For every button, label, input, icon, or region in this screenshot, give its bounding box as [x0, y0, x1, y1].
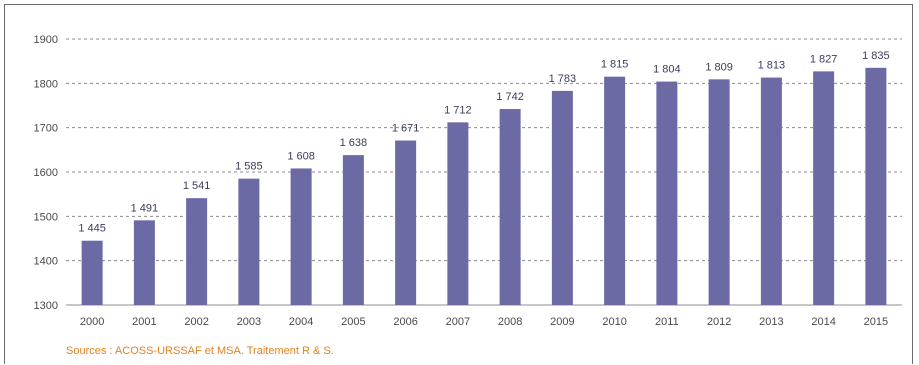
- x-tick-label-2000: 2000: [80, 316, 104, 328]
- data-label-2002: 1 541: [183, 180, 211, 192]
- y-tick-label: 1600: [34, 167, 58, 179]
- data-label-2005: 1 638: [340, 137, 368, 149]
- data-label-2006: 1 671: [392, 123, 420, 135]
- bar-2014: [813, 71, 835, 305]
- bar-2009: [551, 90, 573, 306]
- x-tick-label-2011: 2011: [655, 316, 679, 328]
- data-label-2008: 1 742: [496, 91, 524, 103]
- data-label-2000: 1 445: [78, 223, 106, 235]
- data-labels: 1 445 1 491 1 541 1 585 1 608 1 638 1 671 1 712…: [78, 50, 889, 235]
- y-tick-label: 1800: [34, 78, 58, 90]
- data-label-2009: 1 783: [549, 73, 577, 85]
- bars: [81, 67, 887, 306]
- data-label-2010: 1 815: [601, 59, 629, 71]
- bar-2013: [760, 77, 782, 305]
- data-label-2014: 1 827: [810, 53, 838, 65]
- bar-2004: [290, 168, 312, 305]
- x-tick-label-2012: 2012: [707, 316, 731, 328]
- x-tick-label-2008: 2008: [498, 316, 522, 328]
- x-tick-label-2014: 2014: [811, 316, 835, 328]
- x-tick-label-2007: 2007: [446, 316, 470, 328]
- data-label-2013: 1 813: [758, 60, 786, 72]
- bar-2006: [395, 140, 417, 305]
- data-label-2007: 1 712: [444, 104, 472, 116]
- x-tick-label-2005: 2005: [341, 316, 365, 328]
- x-tick-label-2004: 2004: [289, 316, 313, 328]
- y-tick-label: 1700: [34, 123, 58, 135]
- x-tick-label-2009: 2009: [550, 316, 574, 328]
- y-tick-label: 1900: [34, 34, 58, 46]
- data-label-2012: 1 809: [705, 61, 733, 73]
- bar-2011: [656, 81, 678, 305]
- bar-2000: [81, 240, 103, 305]
- x-tick-label-2002: 2002: [184, 316, 208, 328]
- x-tick-label-2013: 2013: [759, 316, 783, 328]
- x-tick-label-2003: 2003: [237, 316, 261, 328]
- bar-2007: [447, 122, 469, 305]
- bar-2012: [708, 79, 730, 306]
- bar-2003: [238, 178, 260, 305]
- y-tick-label: 1500: [34, 211, 58, 223]
- data-label-2003: 1 585: [235, 161, 263, 173]
- x-tick-label-2015: 2015: [864, 316, 888, 328]
- bar-2015: [865, 67, 887, 305]
- bar-2008: [499, 109, 521, 306]
- bar-2001: [133, 220, 155, 305]
- y-tick-label: 1300: [34, 300, 58, 312]
- x-tick-label-2006: 2006: [393, 316, 417, 328]
- y-tick-label: 1400: [34, 256, 58, 268]
- x-tick-label-2010: 2010: [602, 316, 626, 328]
- x-tick-label-2001: 2001: [132, 316, 156, 328]
- data-label-2015: 1 835: [862, 50, 890, 62]
- bar-2005: [342, 155, 364, 305]
- bar-2002: [186, 198, 208, 305]
- data-label-2004: 1 608: [287, 150, 315, 162]
- bar-2010: [604, 76, 626, 305]
- x-axis-ticks: 2000 2001 2002 2003 2004 2005 2006 2007 2008 2009…: [80, 316, 888, 328]
- data-label-2011: 1 804: [653, 64, 681, 76]
- data-label-2001: 1 491: [131, 202, 159, 214]
- source-note: Sources : ACOSS-URSSAF et MSA. Traitemen…: [66, 345, 334, 357]
- y-axis-ticks: 1300 1400 1500 1600 1700 1800 1900: [34, 34, 58, 312]
